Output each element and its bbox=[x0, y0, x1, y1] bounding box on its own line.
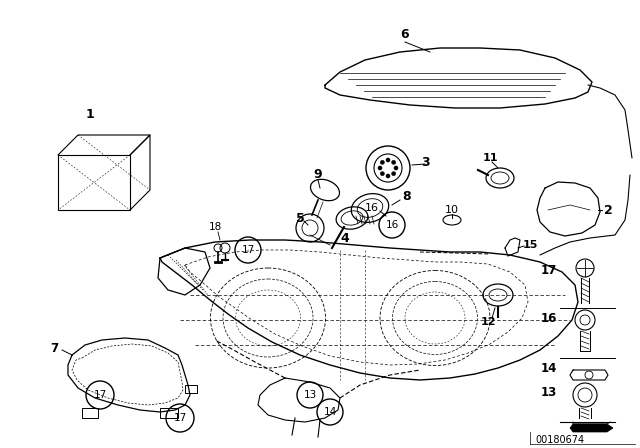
Circle shape bbox=[386, 174, 390, 178]
Text: 5: 5 bbox=[296, 211, 305, 224]
Text: 16: 16 bbox=[385, 220, 399, 230]
Text: 17: 17 bbox=[541, 263, 557, 276]
Text: 13: 13 bbox=[303, 390, 317, 400]
Circle shape bbox=[392, 172, 396, 176]
Text: 16: 16 bbox=[365, 203, 379, 213]
Bar bbox=[82, 408, 98, 418]
Text: 11: 11 bbox=[483, 153, 498, 163]
Circle shape bbox=[394, 166, 398, 170]
Text: 7: 7 bbox=[50, 341, 58, 354]
Circle shape bbox=[386, 158, 390, 162]
Circle shape bbox=[380, 172, 385, 176]
Text: 4: 4 bbox=[340, 232, 349, 245]
Text: 18: 18 bbox=[209, 222, 221, 232]
Text: 8: 8 bbox=[403, 190, 412, 202]
Text: 3: 3 bbox=[420, 155, 429, 168]
Text: 6: 6 bbox=[401, 29, 410, 42]
Text: 16: 16 bbox=[541, 311, 557, 324]
Polygon shape bbox=[570, 424, 613, 432]
Text: 00180674: 00180674 bbox=[536, 435, 584, 445]
Text: 1: 1 bbox=[86, 108, 94, 121]
Text: 9: 9 bbox=[314, 168, 323, 181]
Circle shape bbox=[378, 166, 382, 170]
Text: 10: 10 bbox=[445, 205, 459, 215]
Text: 13: 13 bbox=[541, 385, 557, 399]
Text: 2: 2 bbox=[604, 203, 612, 216]
Text: 17: 17 bbox=[93, 390, 107, 400]
Text: 14: 14 bbox=[541, 362, 557, 375]
Text: 15: 15 bbox=[522, 240, 538, 250]
Circle shape bbox=[576, 259, 594, 277]
Text: 14: 14 bbox=[323, 407, 337, 417]
Bar bbox=[160, 408, 178, 418]
Circle shape bbox=[380, 160, 385, 164]
Text: 12: 12 bbox=[480, 317, 496, 327]
Text: 17: 17 bbox=[241, 245, 255, 255]
Bar bbox=[185, 385, 197, 393]
Text: 17: 17 bbox=[173, 413, 187, 423]
Circle shape bbox=[392, 160, 396, 164]
